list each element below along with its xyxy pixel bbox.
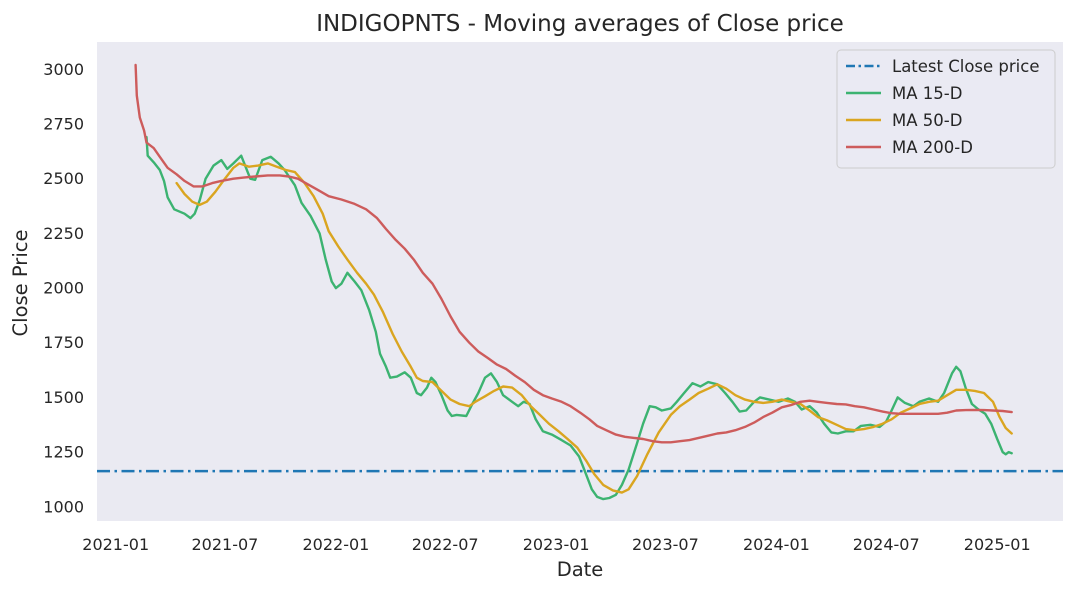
x-tick-labels: 2021-01 2021-07 2022-01 2022-07 2023-01 2023-… [82,535,1030,554]
x-tick-label: 2023-07 [632,535,699,554]
y-tick-label: 3000 [43,60,84,79]
y-tick-label: 1500 [43,388,84,407]
legend-label: MA 50-D [892,111,962,130]
x-tick-label: 2022-01 [303,535,370,554]
y-tick-labels: 1000 1250 1500 1750 2000 2250 2500 2750 3000 [43,60,84,516]
legend: Latest Close price MA 15-D MA 50-D MA 200-D [836,49,1056,169]
series-line-ma-50-d [175,162,1013,494]
legend-label: MA 200-D [892,138,973,157]
y-tick-label: 1000 [43,497,84,516]
legend-label: MA 15-D [892,84,962,103]
series-layer [97,63,1063,501]
y-tick-label: 2250 [43,224,84,243]
x-tick-label: 2021-07 [191,535,258,554]
y-axis-label: Close Price [9,230,32,337]
x-tick-label: 2024-07 [853,535,920,554]
y-tick-label: 1250 [43,443,84,462]
x-tick-label: 2024-01 [743,535,810,554]
y-tick-label: 2000 [43,279,84,298]
y-tick-label: 1750 [43,333,84,352]
x-tick-label: 2022-07 [412,535,479,554]
x-tick-label: 2021-01 [82,535,149,554]
series-line-ma-15-d [145,135,1013,501]
x-tick-label: 2023-01 [523,535,590,554]
chart-title: INDIGOPNTS - Moving averages of Close pr… [316,11,844,37]
x-axis-label: Date [557,558,604,581]
y-tick-label: 2500 [43,169,84,188]
legend-label: Latest Close price [892,57,1040,76]
y-tick-label: 2750 [43,115,84,134]
legend-box [836,49,1056,169]
series-line-ma-200-d [134,63,1013,444]
x-tick-label: 2025-01 [964,535,1031,554]
